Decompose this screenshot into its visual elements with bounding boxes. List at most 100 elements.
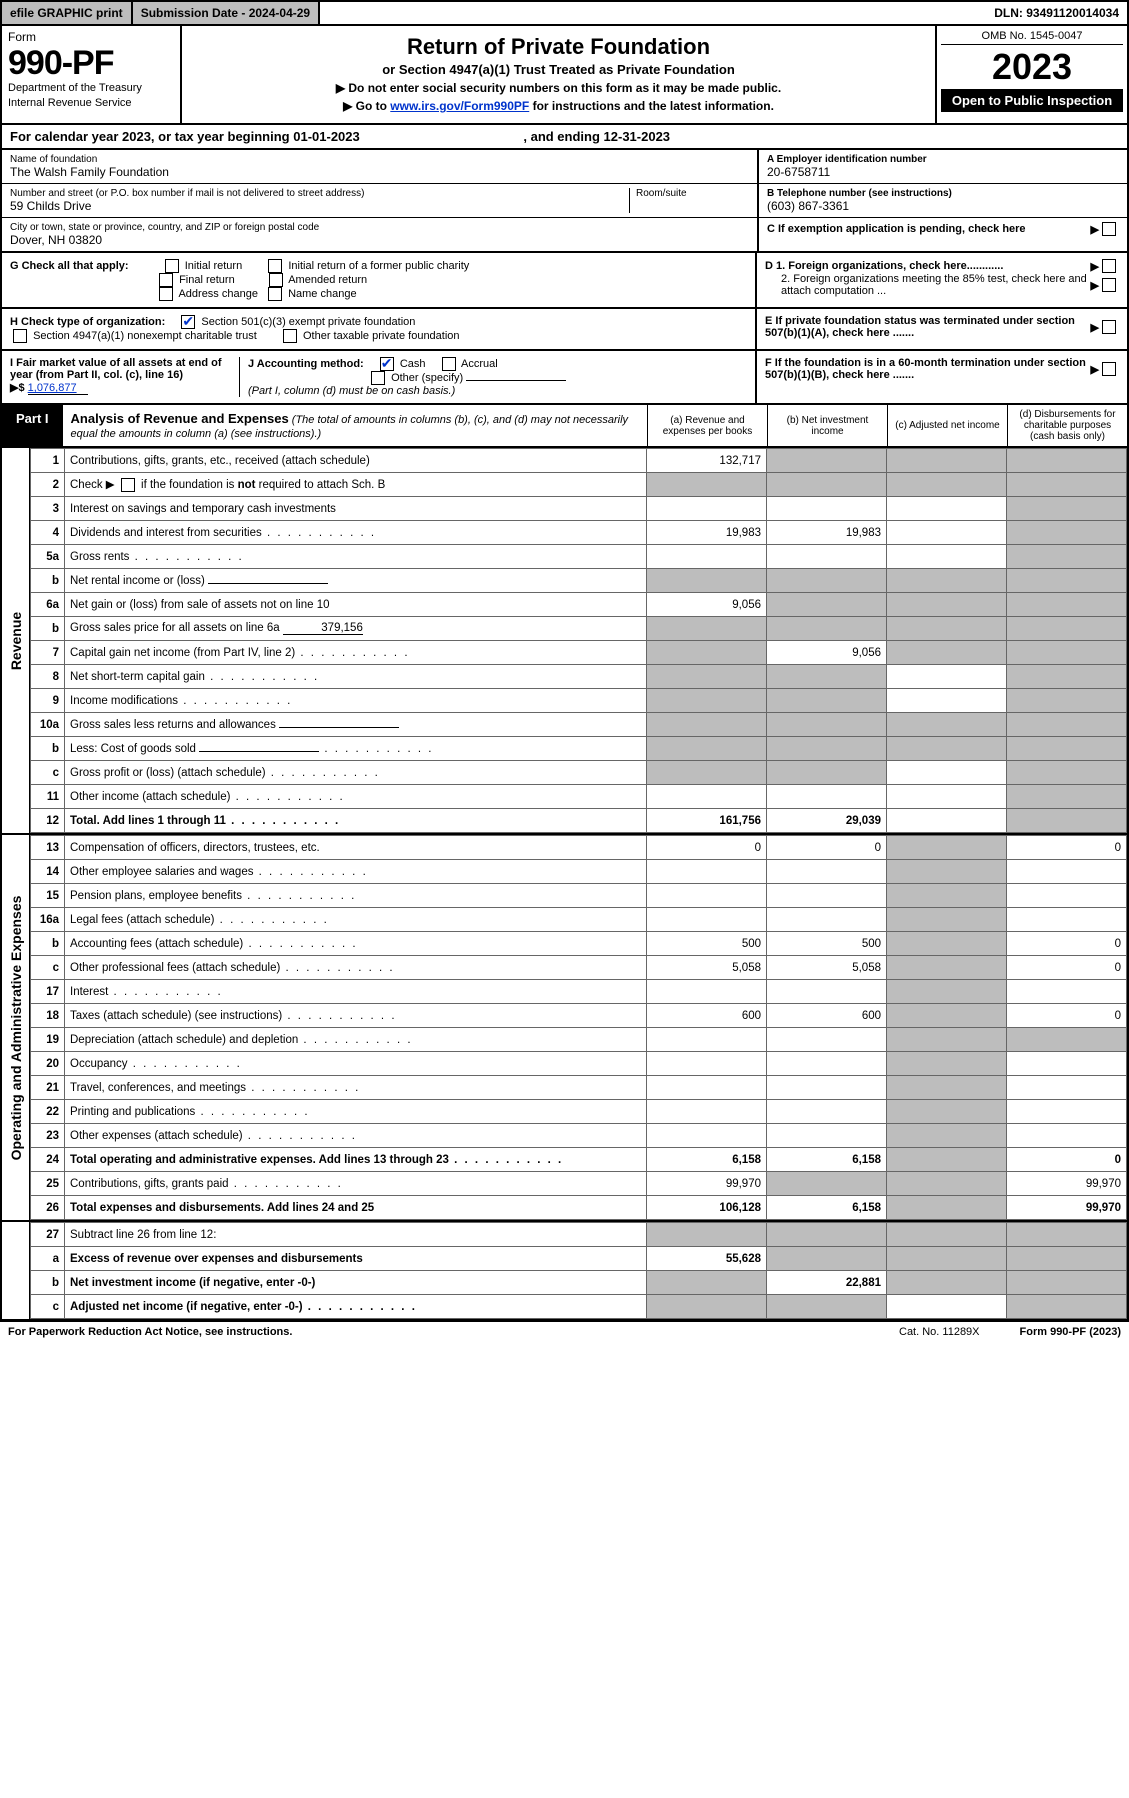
line-desc: Net investment income (if negative, ente… (65, 1271, 647, 1295)
i-value[interactable]: 1,076,877 (28, 382, 88, 395)
footer-form: Form 990-PF (2023) (1020, 1326, 1121, 1338)
line-number: 4 (31, 521, 65, 545)
amount-cell: 22,881 (767, 1271, 887, 1295)
c-checkbox[interactable] (1102, 222, 1116, 236)
h-4947-checkbox[interactable] (13, 329, 27, 343)
irs-link[interactable]: www.irs.gov/Form990PF (390, 99, 529, 113)
line-desc: Less: Cost of goods sold (65, 737, 647, 761)
amount-cell (647, 1052, 767, 1076)
g-address-checkbox[interactable] (159, 287, 173, 301)
line-number: 20 (31, 1052, 65, 1076)
h-block: H Check type of organization: Section 50… (2, 309, 757, 349)
g-final-checkbox[interactable] (159, 273, 173, 287)
amount-cell (767, 737, 887, 761)
part1-label: Part I (2, 405, 63, 446)
e-checkbox[interactable] (1102, 320, 1116, 334)
line-number: 24 (31, 1148, 65, 1172)
g-initial-checkbox[interactable] (165, 259, 179, 273)
table-row: bGross sales price for all assets on lin… (31, 617, 1127, 641)
line-desc: Travel, conferences, and meetings (65, 1076, 647, 1100)
h-label: H Check type of organization: (10, 316, 165, 328)
line-desc: Depreciation (attach schedule) and deple… (65, 1028, 647, 1052)
g-amended-checkbox[interactable] (269, 273, 283, 287)
form-subtitle: or Section 4947(a)(1) Trust Treated as P… (192, 62, 925, 77)
amount-cell (887, 1028, 1007, 1052)
amount-cell (1007, 1076, 1127, 1100)
efile-print-button[interactable]: efile GRAPHIC print (2, 2, 133, 24)
ein-cell: A Employer identification number 20-6758… (759, 150, 1127, 184)
section-i-j-f: I Fair market value of all assets at end… (0, 351, 1129, 405)
amount-cell (767, 497, 887, 521)
amount-cell (767, 980, 887, 1004)
amount-cell (887, 908, 1007, 932)
amount-cell (887, 932, 1007, 956)
amount-cell (887, 737, 1007, 761)
amount-cell (767, 1076, 887, 1100)
table-row: 27Subtract line 26 from line 12: (31, 1223, 1127, 1247)
amount-cell: 5,058 (767, 956, 887, 980)
g-name-checkbox[interactable] (268, 287, 282, 301)
j-other: Other (specify) (391, 372, 463, 384)
amount-cell: 500 (767, 932, 887, 956)
amount-cell (767, 449, 887, 473)
table-row: 24Total operating and administrative exp… (31, 1148, 1127, 1172)
dept-treasury: Department of the Treasury (8, 82, 172, 95)
g-opt-initial-former: Initial return of a former public charit… (288, 260, 469, 272)
line-number: 15 (31, 884, 65, 908)
amount-cell (647, 1076, 767, 1100)
h-other-checkbox[interactable] (283, 329, 297, 343)
table-row: 4Dividends and interest from securities1… (31, 521, 1127, 545)
amount-cell (647, 497, 767, 521)
amount-cell: 19,983 (647, 521, 767, 545)
amount-cell (887, 860, 1007, 884)
amount-cell (647, 1271, 767, 1295)
city-cell: City or town, state or province, country… (2, 218, 757, 251)
amount-cell (887, 785, 1007, 809)
amount-cell (887, 1172, 1007, 1196)
j-other-checkbox[interactable] (371, 371, 385, 385)
table-row: 12Total. Add lines 1 through 11161,75629… (31, 809, 1127, 833)
amount-cell (647, 980, 767, 1004)
table-row: 15Pension plans, employee benefits (31, 884, 1127, 908)
schb-checkbox[interactable] (121, 478, 135, 492)
j-cash-checkbox[interactable] (380, 357, 394, 371)
line-desc: Other expenses (attach schedule) (65, 1124, 647, 1148)
amount-cell (767, 473, 887, 497)
amount-cell: 6,158 (767, 1196, 887, 1220)
amount-cell (887, 641, 1007, 665)
f-checkbox[interactable] (1102, 362, 1116, 376)
c-exemption-cell: C If exemption application is pending, c… (759, 218, 1127, 240)
d1-checkbox[interactable] (1102, 259, 1116, 273)
table-row: 18Taxes (attach schedule) (see instructi… (31, 1004, 1127, 1028)
instr-pre: ▶ Go to (343, 99, 390, 113)
e-label: E If private foundation status was termi… (765, 315, 1091, 339)
amount-cell (647, 908, 767, 932)
amount-cell (767, 593, 887, 617)
table-row: 19Depreciation (attach schedule) and dep… (31, 1028, 1127, 1052)
amount-cell (887, 593, 1007, 617)
addr-label: Number and street (or P.O. box number if… (10, 188, 629, 199)
amount-cell (887, 1196, 1007, 1220)
instr-ssn: ▶ Do not enter social security numbers o… (192, 81, 925, 95)
line-desc: Other income (attach schedule) (65, 785, 647, 809)
line-desc: Contributions, gifts, grants, etc., rece… (65, 449, 647, 473)
d2-checkbox[interactable] (1102, 278, 1116, 292)
name-label: Name of foundation (10, 154, 749, 165)
g-initial-former-checkbox[interactable] (268, 259, 282, 273)
form-title: Return of Private Foundation (192, 34, 925, 60)
table-row: 22Printing and publications (31, 1100, 1127, 1124)
amount-cell (767, 689, 887, 713)
h-501c3-checkbox[interactable] (181, 315, 195, 329)
phone-cell: B Telephone number (see instructions) (6… (759, 184, 1127, 218)
col-d-head: (d) Disbursements for charitable purpose… (1007, 405, 1127, 446)
line-desc: Gross sales less returns and allowances (65, 713, 647, 737)
line-desc: Other professional fees (attach schedule… (65, 956, 647, 980)
j-accrual-checkbox[interactable] (442, 357, 456, 371)
addr-value: 59 Childs Drive (10, 199, 629, 213)
h-opt1: Section 501(c)(3) exempt private foundat… (201, 316, 415, 328)
line-desc: Total. Add lines 1 through 11 (65, 809, 647, 833)
table-row: 13Compensation of officers, directors, t… (31, 836, 1127, 860)
amount-cell (887, 761, 1007, 785)
amount-cell: 9,056 (647, 593, 767, 617)
line-desc: Pension plans, employee benefits (65, 884, 647, 908)
